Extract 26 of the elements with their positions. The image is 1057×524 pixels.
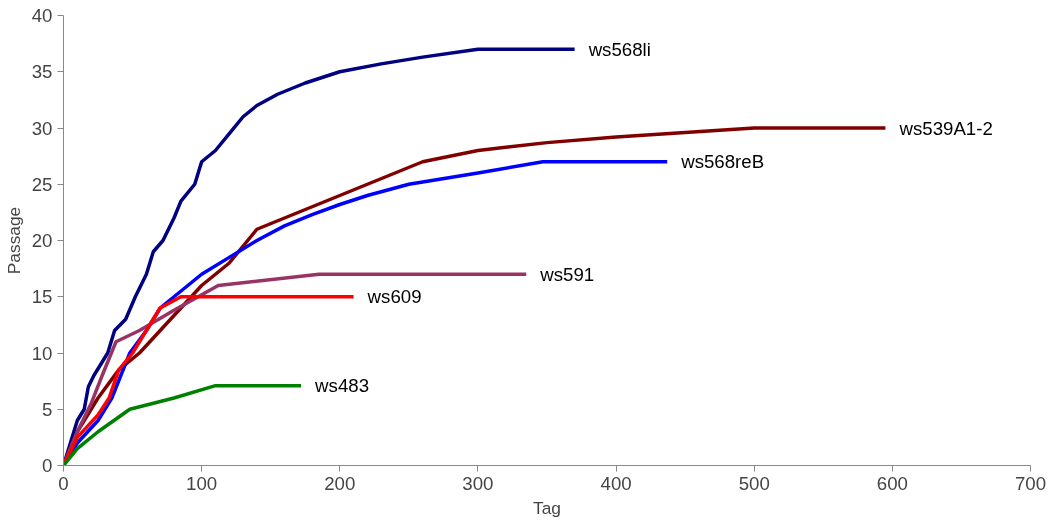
series-label: ws483: [314, 375, 370, 397]
y-tick-label: 40: [31, 5, 53, 26]
series-label: ws591: [539, 263, 595, 285]
series-label: ws568li: [587, 38, 651, 60]
x-tick-label: 400: [600, 472, 632, 494]
y-axis-title: Passage: [3, 206, 24, 275]
x-tick-label: 100: [186, 472, 218, 494]
x-axis-title: Tag: [533, 497, 561, 518]
x-tick-label: 200: [324, 472, 356, 494]
line-series: [63, 383, 303, 466]
y-tick-label: 35: [31, 61, 53, 83]
x-tick-label: 500: [738, 472, 770, 494]
x-tick-label: 0: [58, 472, 69, 494]
y-tick-label: 25: [31, 173, 53, 195]
series-label: ws609: [366, 286, 422, 308]
x-tick-label: 300: [462, 472, 494, 494]
x-tick-label: 700: [1014, 472, 1047, 494]
x-tick-label: 600: [876, 472, 908, 494]
series-label: ws539A1-2: [898, 117, 993, 139]
y-tick-label: 30: [31, 117, 53, 139]
series-label: ws568reB: [680, 151, 765, 173]
y-tick-label: 10: [31, 342, 53, 364]
y-tick-label: 15: [31, 286, 53, 308]
y-tick-label: 5: [42, 398, 53, 420]
y-tick-label: 20: [31, 230, 53, 251]
y-tick-label: 0: [42, 455, 53, 476]
